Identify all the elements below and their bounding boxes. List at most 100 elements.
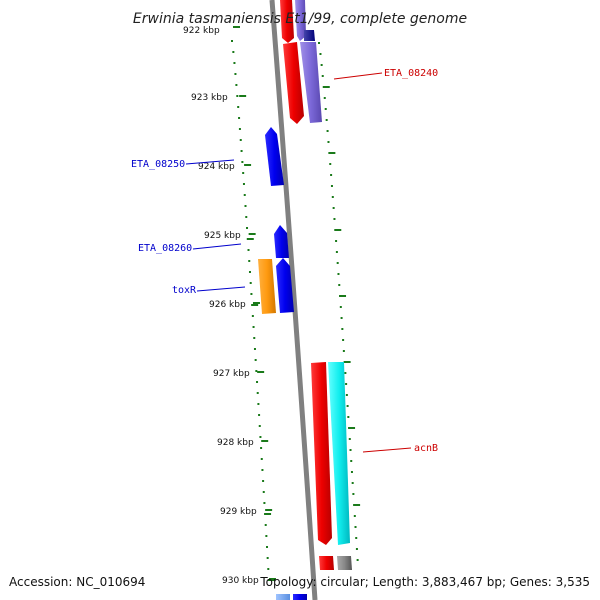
gene-labels: ETA_08240 ETA_08250 ETA_08260 toxR acnB — [131, 68, 438, 454]
tick-mark — [255, 370, 258, 372]
outer-tick-mark — [353, 515, 356, 517]
outer-tick-mark — [345, 394, 348, 396]
tick-mark — [239, 139, 242, 141]
outer-tick-mark — [328, 152, 336, 154]
outer-tick-mark — [318, 42, 320, 44]
leader-line-eta08250 — [185, 159, 235, 165]
tick-mark — [251, 315, 254, 317]
tick-label: 927 kbp — [213, 369, 250, 379]
outer-tick-mark — [321, 75, 324, 77]
tick-mark — [241, 161, 244, 163]
outer-tick-mark — [338, 284, 341, 286]
tick-label: 930 kbp — [222, 576, 259, 586]
outer-tick-mark — [327, 141, 330, 143]
outer-tick-mark — [349, 449, 352, 451]
tick-label: 926 kbp — [209, 300, 246, 310]
gene-label-eta08250: ETA_08250 — [131, 159, 185, 170]
outer-tick-mark — [322, 86, 330, 88]
tick-mark — [262, 491, 265, 493]
outer-tick-mark — [352, 493, 355, 495]
tick-mark — [248, 271, 251, 273]
tick-mark — [254, 359, 257, 361]
tick-label: 928 kbp — [217, 438, 254, 448]
outer-tick-mark — [340, 317, 343, 319]
tick-mark — [253, 348, 256, 350]
major-tick-mark — [244, 164, 252, 166]
major-tick-mark — [233, 26, 240, 28]
gene-feature-red-top — [280, 0, 294, 43]
leader-line-eta08260 — [192, 243, 242, 250]
map-title: Erwinia tasmaniensis Et1/99, complete ge… — [133, 11, 467, 27]
gene-feature-red-bottom — [319, 556, 334, 570]
outer-tick-mark — [323, 97, 326, 99]
gene-feature-blue-eta08250 — [265, 127, 284, 186]
outer-tick-mark — [347, 416, 350, 418]
tick-mark — [246, 227, 249, 229]
outer-tick-mark — [326, 130, 329, 132]
tick-mark — [248, 260, 251, 262]
major-tick-mark — [257, 371, 265, 373]
accession-text: Accession: NC_010694 — [9, 575, 145, 589]
tick-mark — [233, 62, 236, 64]
outer-tick-mark — [330, 174, 333, 176]
tick-mark — [262, 480, 265, 482]
outer-tick-mark — [346, 405, 349, 407]
outer-tick-mark — [355, 537, 358, 539]
outer-tick-mark — [324, 108, 327, 110]
gene-feature-navy-top — [304, 30, 315, 41]
gene-label-acnb: acnB — [414, 443, 438, 454]
outer-tick-mark — [329, 163, 332, 165]
outer-tick-mark — [339, 306, 342, 308]
tick-mark — [256, 392, 259, 394]
tick-mark — [260, 458, 263, 460]
major-tick-mark — [252, 302, 260, 304]
outer-tick-mark — [337, 273, 340, 275]
tick-mark — [253, 337, 256, 339]
tick-mark — [263, 502, 266, 504]
tick-mark — [251, 304, 259, 306]
tick-label: 922 kbp — [183, 26, 220, 36]
outer-tick-mark — [335, 251, 338, 253]
tick-mark — [266, 557, 269, 559]
tick-track — [231, 26, 276, 581]
gene-label-eta08260: ETA_08260 — [138, 243, 192, 254]
tick-mark — [246, 238, 254, 240]
backbone-line — [269, 0, 318, 600]
outer-tick-mark — [343, 361, 351, 363]
outer-tick-mark — [348, 427, 356, 429]
outer-tick-mark — [331, 196, 334, 198]
tick-mark — [267, 568, 270, 570]
outer-tick-mark — [350, 471, 353, 473]
outer-tick-mark — [325, 119, 328, 121]
outer-tick-mark — [350, 460, 353, 462]
tick-mark — [240, 150, 243, 152]
tick-mark — [258, 425, 261, 427]
tick-label: 924 kbp — [198, 162, 235, 172]
outer-tick-mark — [344, 372, 347, 374]
tick-label: 923 kbp — [191, 93, 228, 103]
gene-feature-purple-top — [295, 0, 306, 41]
tick-label: 929 kbp — [220, 507, 257, 517]
tick-mark — [258, 414, 261, 416]
major-tick-mark — [248, 233, 256, 235]
tick-mark — [244, 205, 247, 207]
tick-mark — [238, 128, 241, 130]
outer-tick-mark — [334, 229, 342, 231]
gene-feature-blue-bottom — [293, 594, 307, 600]
outer-tick-mark — [335, 240, 338, 242]
outer-tick-mark — [351, 482, 354, 484]
major-tick-mark — [239, 95, 247, 97]
outer-tick-mark — [342, 339, 345, 341]
gene-feature-gray-bottom — [337, 556, 352, 570]
tick-mark — [265, 535, 268, 537]
tick-mark — [264, 524, 267, 526]
tick-mark — [237, 106, 240, 108]
tick-mark — [243, 194, 246, 196]
outer-tick-mark — [342, 350, 345, 352]
tick-mark — [260, 447, 263, 449]
tick-mark — [249, 282, 252, 284]
gene-feature-cyan-acnb — [328, 362, 350, 545]
gene-feature-orange-toxr — [258, 259, 276, 314]
outer-tick-mark — [354, 526, 357, 528]
tick-mark — [236, 95, 239, 97]
